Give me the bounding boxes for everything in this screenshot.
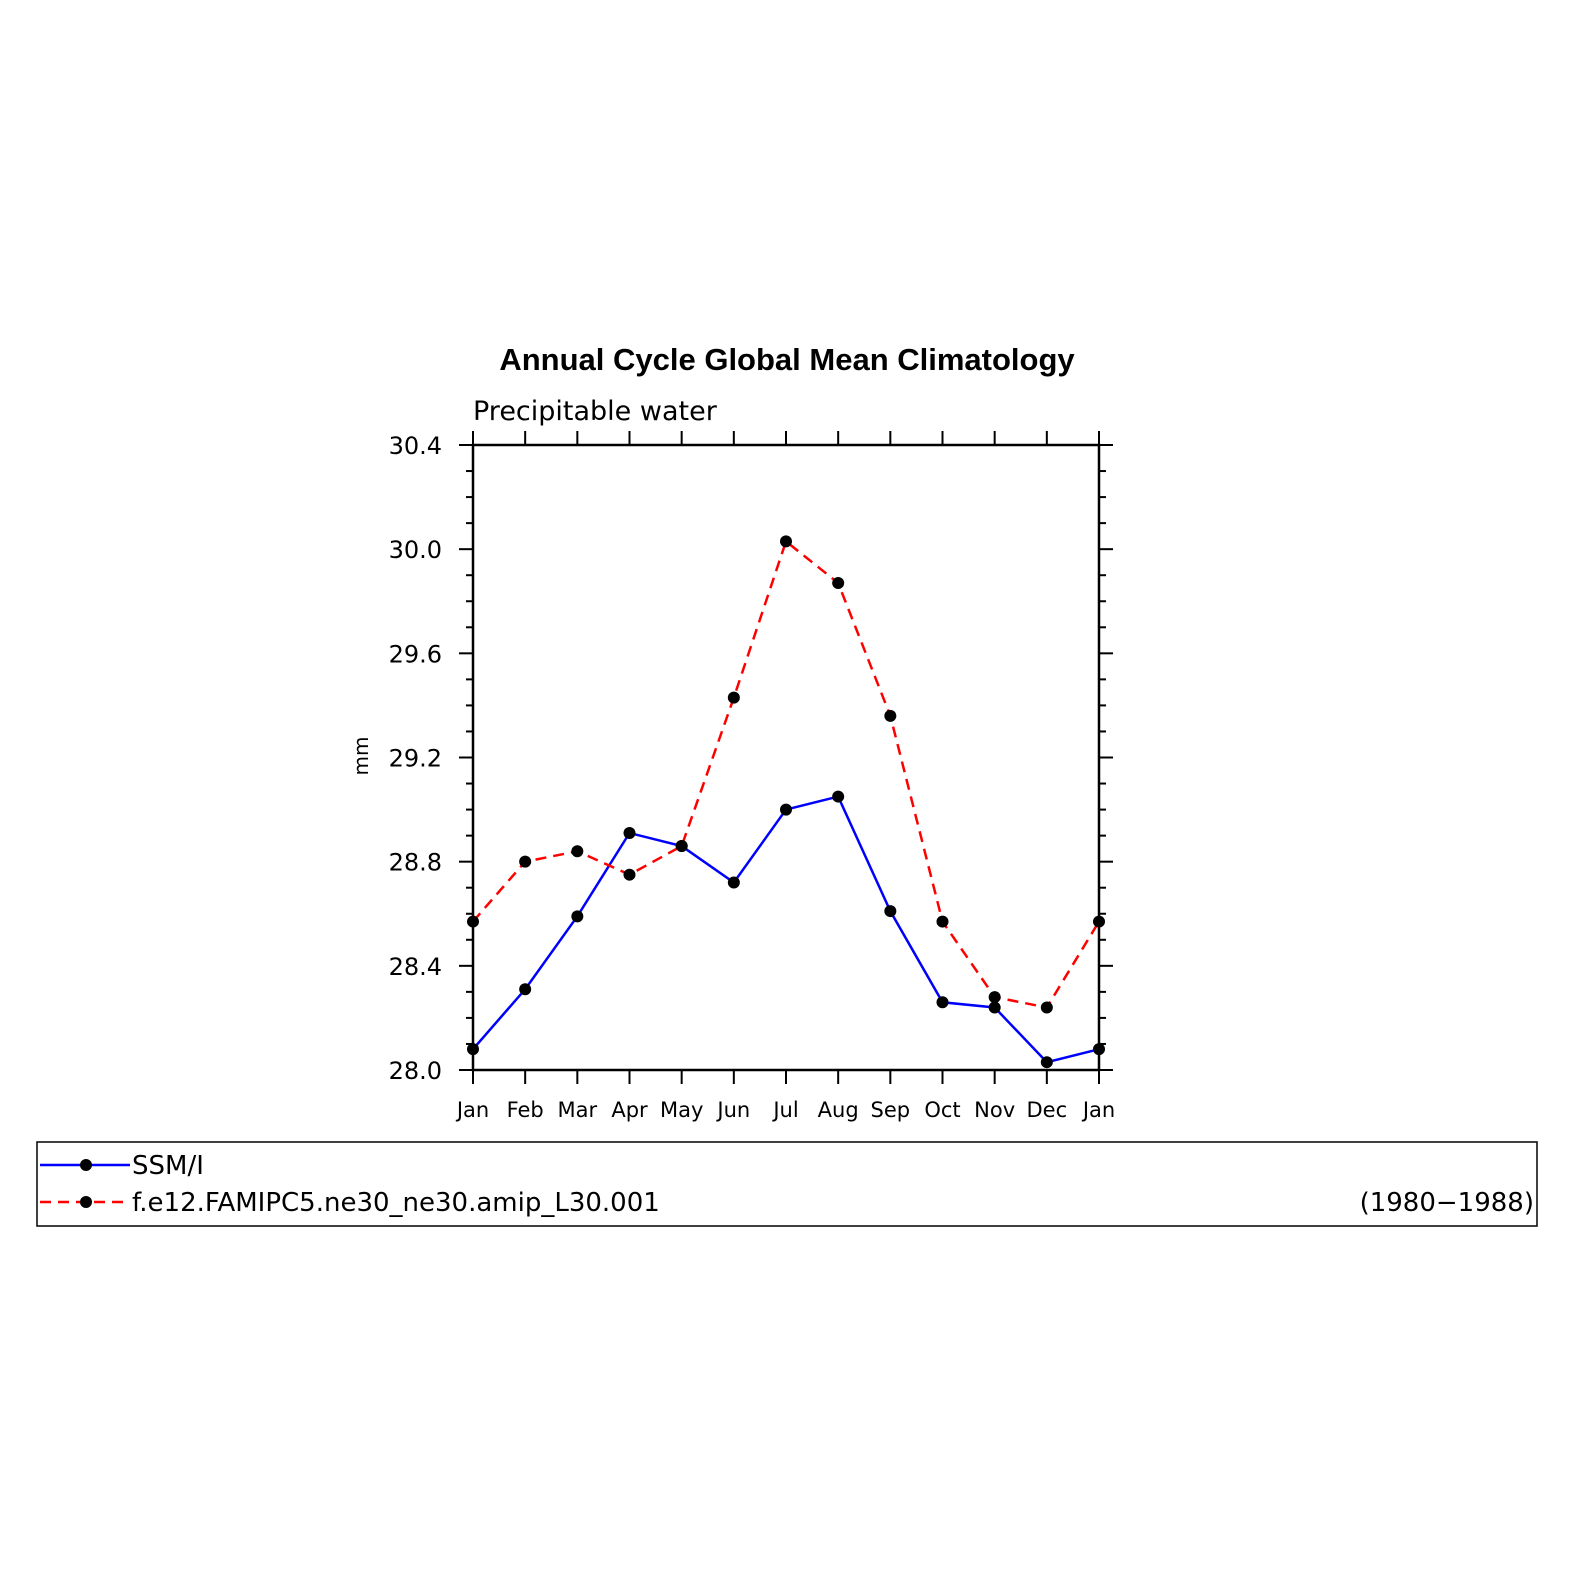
data-point: [675, 840, 688, 853]
data-point: [988, 1001, 1001, 1014]
y-axis-label: mm: [349, 737, 373, 776]
axes: 28.0 28.4 28.8 29.2 29.6 30.0 30.4 Jan Feb Mar Apr…: [389, 431, 1115, 1122]
legend-marker: [80, 1196, 92, 1208]
x-tick-label: Apr: [611, 1098, 648, 1122]
legend-label: f.e12.FAMIPC5.ne30_ne30.amip_L30.001: [132, 1188, 660, 1218]
legend-note: (1980−1988): [1360, 1188, 1534, 1218]
x-tick-label: Dec: [1027, 1098, 1068, 1122]
x-tick-label: Aug: [818, 1098, 859, 1122]
legend: SSM/I f.e12.FAMIPC5.ne30_ne30.amip_L30.00…: [36, 1141, 1538, 1227]
legend-box: [36, 1141, 1538, 1227]
x-tick-label: May: [660, 1098, 703, 1122]
y-tick-label: 29.6: [389, 640, 442, 668]
data-point: [623, 868, 636, 881]
data-point: [936, 996, 949, 1009]
data-point: [988, 991, 1001, 1004]
x-tick-label: Mar: [558, 1098, 598, 1122]
chart-subtitle: Precipitable water: [473, 396, 718, 427]
data-point: [884, 709, 897, 722]
legend-label: SSM/I: [132, 1151, 204, 1181]
data-point: [571, 910, 584, 923]
x-tick-label: Jun: [715, 1098, 750, 1122]
data-point: [832, 577, 845, 590]
y-tick-label: 30.4: [389, 432, 442, 460]
x-tick-label: Oct: [924, 1098, 960, 1122]
data-point: [519, 983, 532, 996]
x-tick-label: Jan: [455, 1098, 489, 1122]
data-point: [727, 876, 740, 889]
x-tick-label: Jan: [1081, 1098, 1115, 1122]
y-tick-label: 28.0: [389, 1057, 442, 1085]
data-point: [467, 915, 479, 928]
x-tick-label: Nov: [974, 1098, 1015, 1122]
x-tick-label: Sep: [871, 1098, 911, 1122]
data-point: [780, 535, 792, 548]
series-line: [472, 539, 1101, 1009]
data-point: [780, 803, 792, 816]
data-point: [884, 905, 897, 918]
y-tick-label: 28.4: [389, 953, 442, 981]
data-point: [936, 915, 949, 928]
x-tick-label: Feb: [507, 1098, 544, 1122]
series-layer: [467, 535, 1105, 1069]
legend-marker: [80, 1159, 92, 1171]
y-tick-label: 30.0: [389, 536, 442, 564]
data-point: [623, 827, 636, 840]
series-line: [472, 795, 1100, 1064]
data-point: [727, 691, 740, 704]
data-point: [1040, 1056, 1053, 1069]
data-point: [1040, 1001, 1053, 1014]
data-point: [519, 855, 532, 868]
data-point: [832, 790, 845, 803]
data-point: [1093, 1043, 1105, 1056]
y-tick-label: 29.2: [389, 745, 442, 773]
series-2: [467, 535, 1105, 1014]
data-point: [467, 1043, 479, 1056]
data-point: [571, 845, 584, 858]
series-1: [467, 790, 1105, 1069]
y-tick-label: 28.8: [389, 849, 442, 877]
data-point: [1093, 915, 1105, 928]
x-tick-label: Jul: [771, 1098, 798, 1122]
chart-title: Annual Cycle Global Mean Climatology: [499, 342, 1075, 377]
